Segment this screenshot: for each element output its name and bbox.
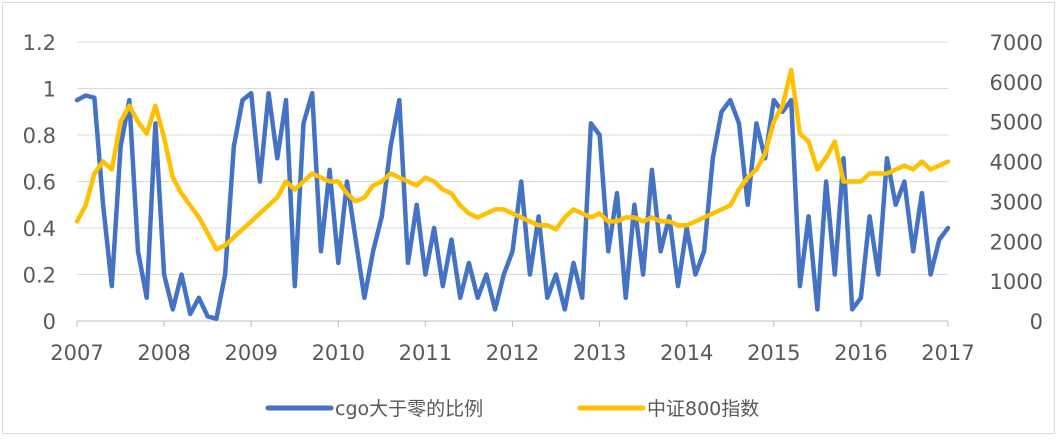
x-tick-label: 2010 bbox=[312, 341, 365, 365]
x-tick-label: 2014 bbox=[660, 341, 713, 365]
y-left-tick-label: 0.8 bbox=[23, 124, 56, 148]
x-tick-label: 2015 bbox=[747, 341, 800, 365]
y-left-tick-label: 0 bbox=[43, 310, 56, 334]
y-right-tick-label: 5000 bbox=[990, 111, 1043, 135]
y-right-tick-label: 4000 bbox=[990, 151, 1043, 175]
legend-label: 中证800指数 bbox=[647, 398, 759, 420]
y-right-tick-label: 6000 bbox=[990, 71, 1043, 95]
x-tick-label: 2007 bbox=[50, 341, 103, 365]
y-left-tick-label: 1 bbox=[43, 78, 56, 102]
series-line bbox=[74, 67, 951, 252]
y-left-tick-label: 0.2 bbox=[23, 264, 56, 288]
y-right-tick-label: 0 bbox=[1030, 310, 1043, 334]
y-left-tick-label: 1.2 bbox=[23, 31, 56, 55]
y-left-tick-label: 0.4 bbox=[23, 217, 56, 241]
x-tick-label: 2017 bbox=[921, 341, 974, 365]
x-tick-label: 2008 bbox=[137, 341, 190, 365]
y-right-tick-label: 7000 bbox=[990, 31, 1043, 55]
left-axis: 0 0.2 0.4 0.6 0.8 1 1.2 bbox=[23, 31, 56, 334]
series-line bbox=[74, 90, 951, 321]
x-tick-label: 2016 bbox=[834, 341, 887, 365]
x-tick-label: 2011 bbox=[399, 341, 452, 365]
x-axis: 2007 2008 2009 2010 2011 2012 2013 2014 2015 2016… bbox=[50, 320, 975, 365]
legend: cgo大于零的比例 中证800指数 bbox=[265, 398, 759, 420]
x-tick-label: 2012 bbox=[486, 341, 539, 365]
right-axis: 0 1000 2000 3000 4000 5000 6000 7000 bbox=[990, 31, 1043, 334]
y-right-tick-label: 2000 bbox=[990, 230, 1043, 254]
x-tick-label: 2009 bbox=[224, 341, 277, 365]
y-left-tick-label: 0.6 bbox=[23, 171, 56, 195]
x-tick-label: 2013 bbox=[573, 341, 626, 365]
series-lines bbox=[74, 67, 951, 321]
y-right-tick-label: 3000 bbox=[990, 190, 1043, 214]
y-right-tick-label: 1000 bbox=[990, 270, 1043, 294]
legend-label: cgo大于零的比例 bbox=[335, 398, 483, 420]
